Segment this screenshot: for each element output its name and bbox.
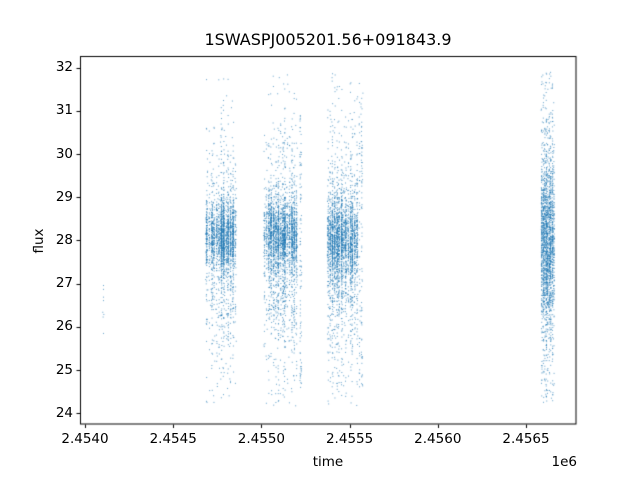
y-tick-label: 32 — [55, 59, 73, 76]
x-axis-label: time — [312, 454, 344, 470]
y-tick-label: 24 — [55, 404, 73, 421]
x-tick-label: 2.4565 — [502, 431, 550, 447]
y-tick-label: 26 — [55, 318, 73, 335]
x-tick-label: 2.4550 — [237, 431, 286, 447]
y-tick-label: 30 — [55, 145, 73, 162]
x-tick-label: 2.4560 — [414, 431, 462, 447]
y-tick-label: 25 — [55, 361, 73, 378]
x-tick-label: 2.4540 — [61, 431, 109, 447]
y-tick-label: 29 — [55, 188, 73, 205]
x-axis-offset-label: 1e6 — [551, 454, 577, 470]
x-tick-label: 2.4545 — [149, 431, 197, 447]
y-tick-label: 28 — [55, 232, 73, 248]
y-tick-label: 31 — [55, 102, 73, 119]
chart-title: 1SWASPJ005201.56+091843.9 — [204, 30, 452, 49]
x-tick-label: 2.4555 — [325, 431, 374, 447]
y-tick-label: 27 — [55, 275, 73, 292]
